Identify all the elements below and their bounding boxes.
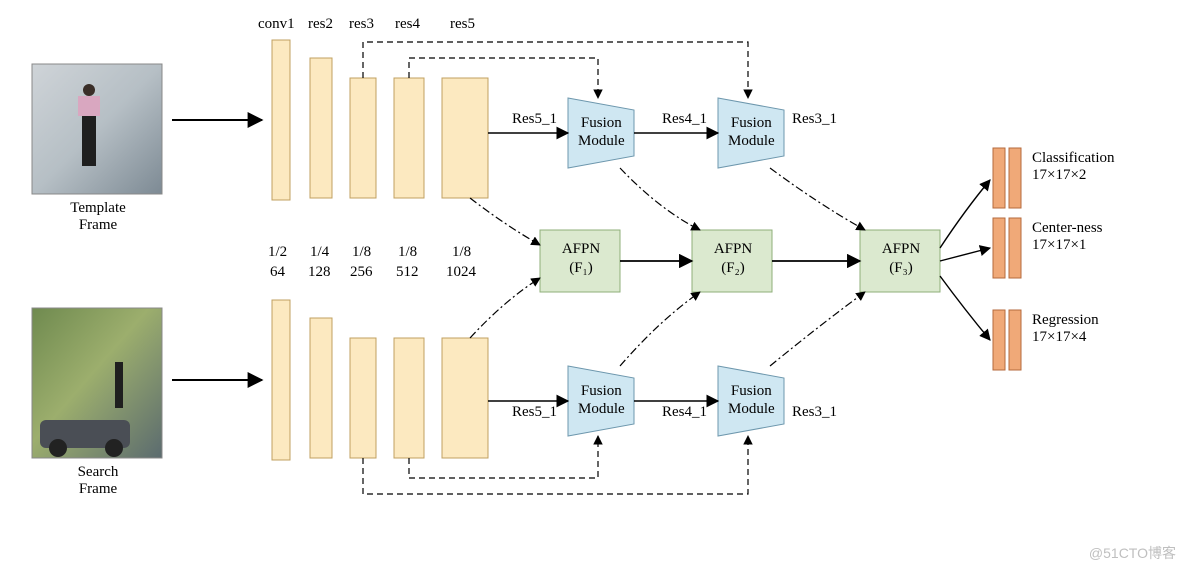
hdr-conv1: conv1 xyxy=(258,16,295,33)
res3-1-bot: Res3_1 xyxy=(792,404,837,421)
search-image xyxy=(32,308,162,458)
res4-1-top: Res4_1 xyxy=(662,111,707,128)
fusion-bot-2-text: FusionModule xyxy=(728,382,775,418)
dd-f1t-afpn2 xyxy=(620,168,700,230)
ch-conv1: 64 xyxy=(270,264,285,281)
dd-res5b-afpn1 xyxy=(470,278,540,338)
hdr-res5: res5 xyxy=(450,16,475,33)
scale-res5: 1/8 xyxy=(452,244,471,261)
dd-f2t-afpn3 xyxy=(770,168,865,230)
afpn3-label: AFPN(F₃) xyxy=(876,240,926,278)
backbone-top xyxy=(272,40,488,200)
fusion-top-2-text: FusionModule xyxy=(728,114,775,150)
ch-res3: 256 xyxy=(350,264,373,281)
afpn2-label: AFPN(F₂) xyxy=(708,240,758,278)
dash-res4b-fusion1b xyxy=(409,436,598,478)
head-centerness xyxy=(993,218,1021,278)
head-cls-label: Classification17×17×2 xyxy=(1032,150,1115,184)
dd-res5t-afpn1 xyxy=(470,198,540,245)
template-label: TemplateFrame xyxy=(58,200,138,234)
head-ctr-label: Center-ness17×17×1 xyxy=(1032,220,1103,254)
fusion-top-1-text: FusionModule xyxy=(578,114,625,150)
dd-f1b-afpn2 xyxy=(620,292,700,366)
fusion-bot-1-text: FusionModule xyxy=(578,382,625,418)
hdr-res4: res4 xyxy=(395,16,420,33)
arrow-afpn3-reg xyxy=(940,276,990,340)
scale-res2: 1/4 xyxy=(310,244,329,261)
res5-1-top: Res5_1 xyxy=(512,111,557,128)
ch-res5: 1024 xyxy=(446,264,476,281)
res5-1-bot: Res5_1 xyxy=(512,404,557,421)
afpn1-label: AFPN(F₁) xyxy=(556,240,606,278)
head-classification xyxy=(993,148,1021,208)
watermark: @51CTO博客 xyxy=(1089,543,1176,563)
scale-conv1: 1/2 xyxy=(268,244,287,261)
res4-1-bot: Res4_1 xyxy=(662,404,707,421)
dash-res4t-fusion1t xyxy=(409,58,598,98)
search-label: SearchFrame xyxy=(58,464,138,498)
backbone-bottom xyxy=(272,300,488,460)
head-regression xyxy=(993,310,1021,370)
scale-res4: 1/8 xyxy=(398,244,417,261)
scale-res3: 1/8 xyxy=(352,244,371,261)
head-reg-label: Regression17×17×4 xyxy=(1032,312,1099,346)
arrow-afpn3-ctr xyxy=(940,248,990,261)
arrow-afpn3-cls xyxy=(940,180,990,248)
hdr-res3: res3 xyxy=(349,16,374,33)
dd-f2b-afpn3 xyxy=(770,292,865,366)
diagram-svg xyxy=(0,0,1184,567)
ch-res4: 512 xyxy=(396,264,419,281)
res3-1-top: Res3_1 xyxy=(792,111,837,128)
hdr-res2: res2 xyxy=(308,16,333,33)
template-image xyxy=(32,64,162,194)
ch-res2: 128 xyxy=(308,264,331,281)
